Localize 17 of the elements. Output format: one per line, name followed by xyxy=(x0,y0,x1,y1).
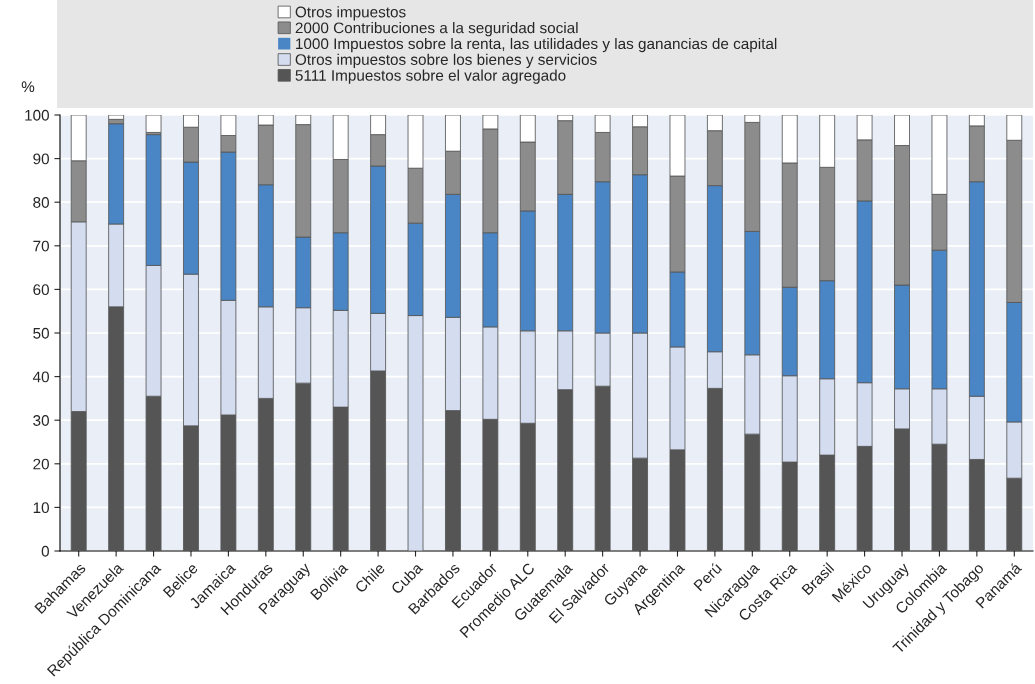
legend-label: Otros impuestos sobre los bienes y servicios xyxy=(295,53,597,68)
legend-label: 2000 Contribuciones a la seguridad social xyxy=(295,22,578,37)
y-tick-label: 40 xyxy=(32,371,49,383)
legend-label: Otros impuestos xyxy=(295,6,406,21)
y-tick-label: 100 xyxy=(25,109,49,121)
legend-label: 5111 Impuestos sobre el valor agregado xyxy=(295,69,566,84)
y-tick-label: 0 xyxy=(41,545,49,557)
y-tick-label: 80 xyxy=(33,197,49,208)
y-tick-label: 90 xyxy=(33,153,49,165)
legend-label: 1000 Impuestos sobre la renta, las utilidades y las ganancias de capital xyxy=(296,37,777,53)
y-tick-label: 30 xyxy=(33,415,49,426)
y-tick-label: 60 xyxy=(33,284,49,296)
y-tick-label: 70 xyxy=(33,240,49,252)
y-tick-label: 10 xyxy=(33,502,49,514)
y-axis-title: % xyxy=(21,81,35,93)
y-tick-label: 50 xyxy=(33,327,49,339)
y-tick-label: 20 xyxy=(33,458,49,470)
